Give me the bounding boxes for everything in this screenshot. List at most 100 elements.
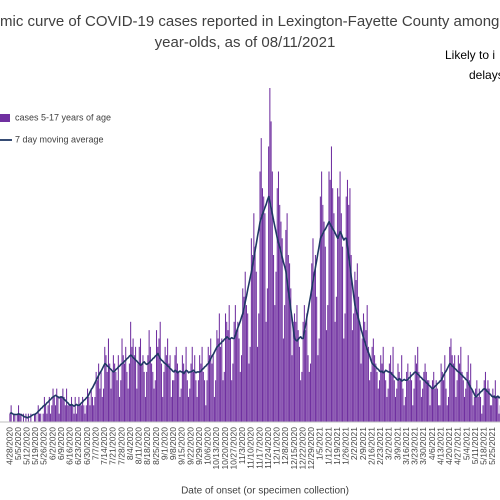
bar: [335, 296, 337, 422]
bar: [344, 313, 346, 422]
bar: [123, 363, 126, 422]
bar: [406, 371, 408, 422]
bar: [37, 405, 39, 422]
bar: [229, 338, 231, 422]
bar: [57, 396, 59, 422]
bar: [77, 405, 79, 422]
chart-title: mic curve of COVID-19 cases reported in …: [0, 13, 500, 30]
bar: [434, 388, 436, 422]
bar: [463, 396, 466, 422]
bar: [59, 396, 61, 422]
bar: [387, 388, 389, 422]
bar: [114, 363, 116, 422]
legend-label: 7 day moving average: [15, 134, 104, 144]
bar: [183, 363, 185, 422]
bar: [30, 413, 32, 422]
bar: [349, 188, 351, 422]
bar: [257, 346, 259, 422]
bar: [409, 371, 411, 422]
bar: [492, 388, 494, 422]
bar: [370, 371, 372, 422]
bar: [227, 330, 229, 422]
bar: [381, 363, 383, 422]
x-tick-label: 1/12/2021: [323, 427, 333, 465]
bar: [398, 371, 400, 422]
bar: [467, 355, 469, 422]
bar: [308, 371, 310, 422]
bar: [480, 396, 482, 422]
bar: [454, 355, 456, 422]
bar: [152, 371, 154, 422]
x-tick-label: 12/8/2020: [280, 427, 290, 465]
bar: [255, 271, 257, 422]
bar: [220, 346, 222, 422]
x-axis-label: Date of onset (or specimen collection): [181, 486, 349, 497]
bar: [242, 288, 244, 422]
bar: [179, 396, 181, 422]
bar: [324, 246, 326, 422]
bar: [94, 396, 96, 422]
bar: [408, 380, 410, 422]
bar: [194, 355, 196, 422]
x-tick-label: 11/3/2020: [237, 427, 247, 464]
bar: [248, 363, 250, 422]
bar: [493, 396, 495, 422]
bar: [351, 330, 353, 422]
bar: [66, 388, 68, 422]
bar: [343, 338, 345, 422]
bar: [95, 371, 97, 422]
bar: [435, 380, 437, 422]
bar: [481, 413, 483, 422]
x-tick-label: 12/1/2020: [272, 427, 282, 465]
bar: [20, 413, 22, 422]
bar: [333, 213, 335, 422]
bar: [401, 355, 403, 422]
bar: [376, 371, 378, 422]
bar: [189, 388, 191, 422]
bar: [91, 396, 93, 422]
bar: [326, 330, 328, 422]
bar: [141, 363, 143, 422]
bar: [311, 263, 313, 422]
bar: [487, 380, 489, 422]
bar: [34, 413, 36, 422]
bar: [270, 121, 272, 423]
bar: [402, 388, 404, 422]
bar: [185, 346, 187, 422]
bar: [93, 405, 95, 422]
bar: [82, 396, 84, 422]
bar: [154, 380, 156, 422]
bar: [276, 188, 278, 422]
bar: [78, 396, 80, 422]
x-tick-label: 9/22/2020: [185, 427, 195, 465]
bar: [455, 396, 457, 422]
bar: [274, 305, 276, 422]
bar: [337, 188, 339, 422]
bar: [266, 288, 268, 422]
x-tick-label: 2/16/2021: [366, 427, 376, 465]
bar: [159, 321, 161, 422]
bar: [139, 338, 142, 422]
bar: [447, 396, 450, 422]
bar: [258, 313, 260, 422]
bar: [170, 396, 172, 422]
bar: [147, 355, 149, 422]
bar: [120, 380, 122, 422]
bar: [339, 171, 341, 422]
x-tick-label: 12/22/2020: [297, 427, 307, 470]
x-tick-label: 8/11/2020: [134, 427, 144, 464]
bar: [88, 396, 90, 422]
bar: [403, 405, 405, 422]
bar: [155, 330, 158, 422]
bar: [223, 371, 225, 422]
bar: [158, 338, 160, 422]
bar: [146, 371, 148, 422]
x-tick-label: 4/28/2020: [4, 427, 14, 465]
x-tick-label: 10/27/2020: [228, 427, 238, 470]
bar: [180, 388, 182, 422]
bar: [496, 396, 498, 422]
bar: [131, 346, 133, 422]
bar: [136, 388, 138, 422]
x-tick-label: 6/2/2020: [47, 427, 57, 460]
